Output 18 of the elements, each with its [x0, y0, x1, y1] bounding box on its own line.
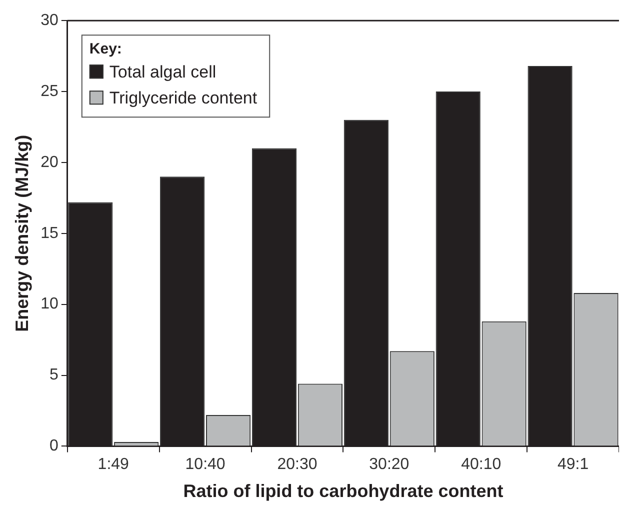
- x-tick-label: 30:20: [369, 456, 410, 474]
- x-axis-title: Ratio of lipid to carbohydrate content: [183, 481, 504, 502]
- legend-label: Total algal cell: [109, 62, 216, 82]
- y-tick-label: 10: [40, 296, 58, 313]
- y-tick-label: 30: [40, 12, 58, 30]
- y-axis-title: Energy density (MJ/kg): [12, 134, 32, 332]
- x-tick-label: 10:40: [185, 456, 226, 474]
- y-tick-label: 20: [40, 154, 58, 171]
- y-tick-label: 25: [40, 82, 58, 100]
- y-tick-label: 15: [40, 224, 58, 242]
- y-tick-label: 0: [49, 438, 58, 455]
- x-tick-label: 49:1: [557, 456, 589, 474]
- x-tick-label: 1:49: [98, 456, 130, 474]
- x-tick-label: 40:10: [461, 456, 502, 474]
- y-tick-label: 5: [49, 366, 58, 384]
- legend-title: Key:: [89, 40, 122, 58]
- legend-label: Triglyceride content: [109, 88, 258, 108]
- x-tick-label: 20:30: [277, 456, 318, 474]
